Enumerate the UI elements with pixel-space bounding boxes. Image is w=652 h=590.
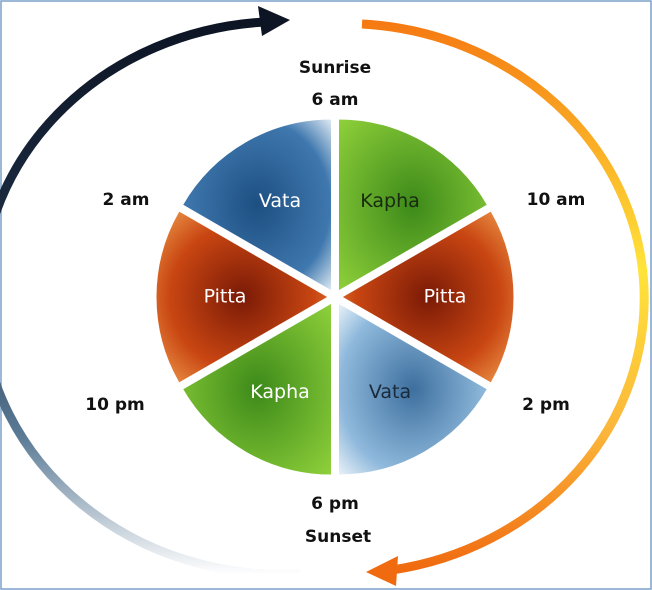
wedge-label: Kapha xyxy=(250,381,310,403)
day-arc xyxy=(361,19,649,575)
time-label: 10 am xyxy=(527,190,586,210)
wedge xyxy=(181,118,332,292)
wedge-label: Kapha xyxy=(360,190,420,212)
time-label: 2 pm xyxy=(522,395,570,415)
wedge xyxy=(181,302,332,476)
wedge-label: Vata xyxy=(259,190,301,212)
wedge-label: Pitta xyxy=(424,286,467,308)
time-label: 6 am xyxy=(312,90,359,110)
day-arrow-head xyxy=(366,556,398,586)
time-label: 2 am xyxy=(103,190,150,210)
wheel: Kapha Pitta Vata Kapha Pitta Vata xyxy=(155,118,515,476)
wedge xyxy=(338,118,489,292)
wedge xyxy=(155,210,329,384)
time-label: 6 pm xyxy=(311,494,359,514)
night-arc xyxy=(0,17,301,579)
time-label: 10 pm xyxy=(85,395,144,415)
time-label: Sunrise xyxy=(299,58,371,78)
wedge xyxy=(338,302,489,476)
time-label: Sunset xyxy=(305,527,371,547)
night-arrow-head xyxy=(258,6,290,36)
wedge-label: Pitta xyxy=(204,286,247,308)
wedge-label: Vata xyxy=(369,381,411,403)
wedge xyxy=(341,210,515,384)
